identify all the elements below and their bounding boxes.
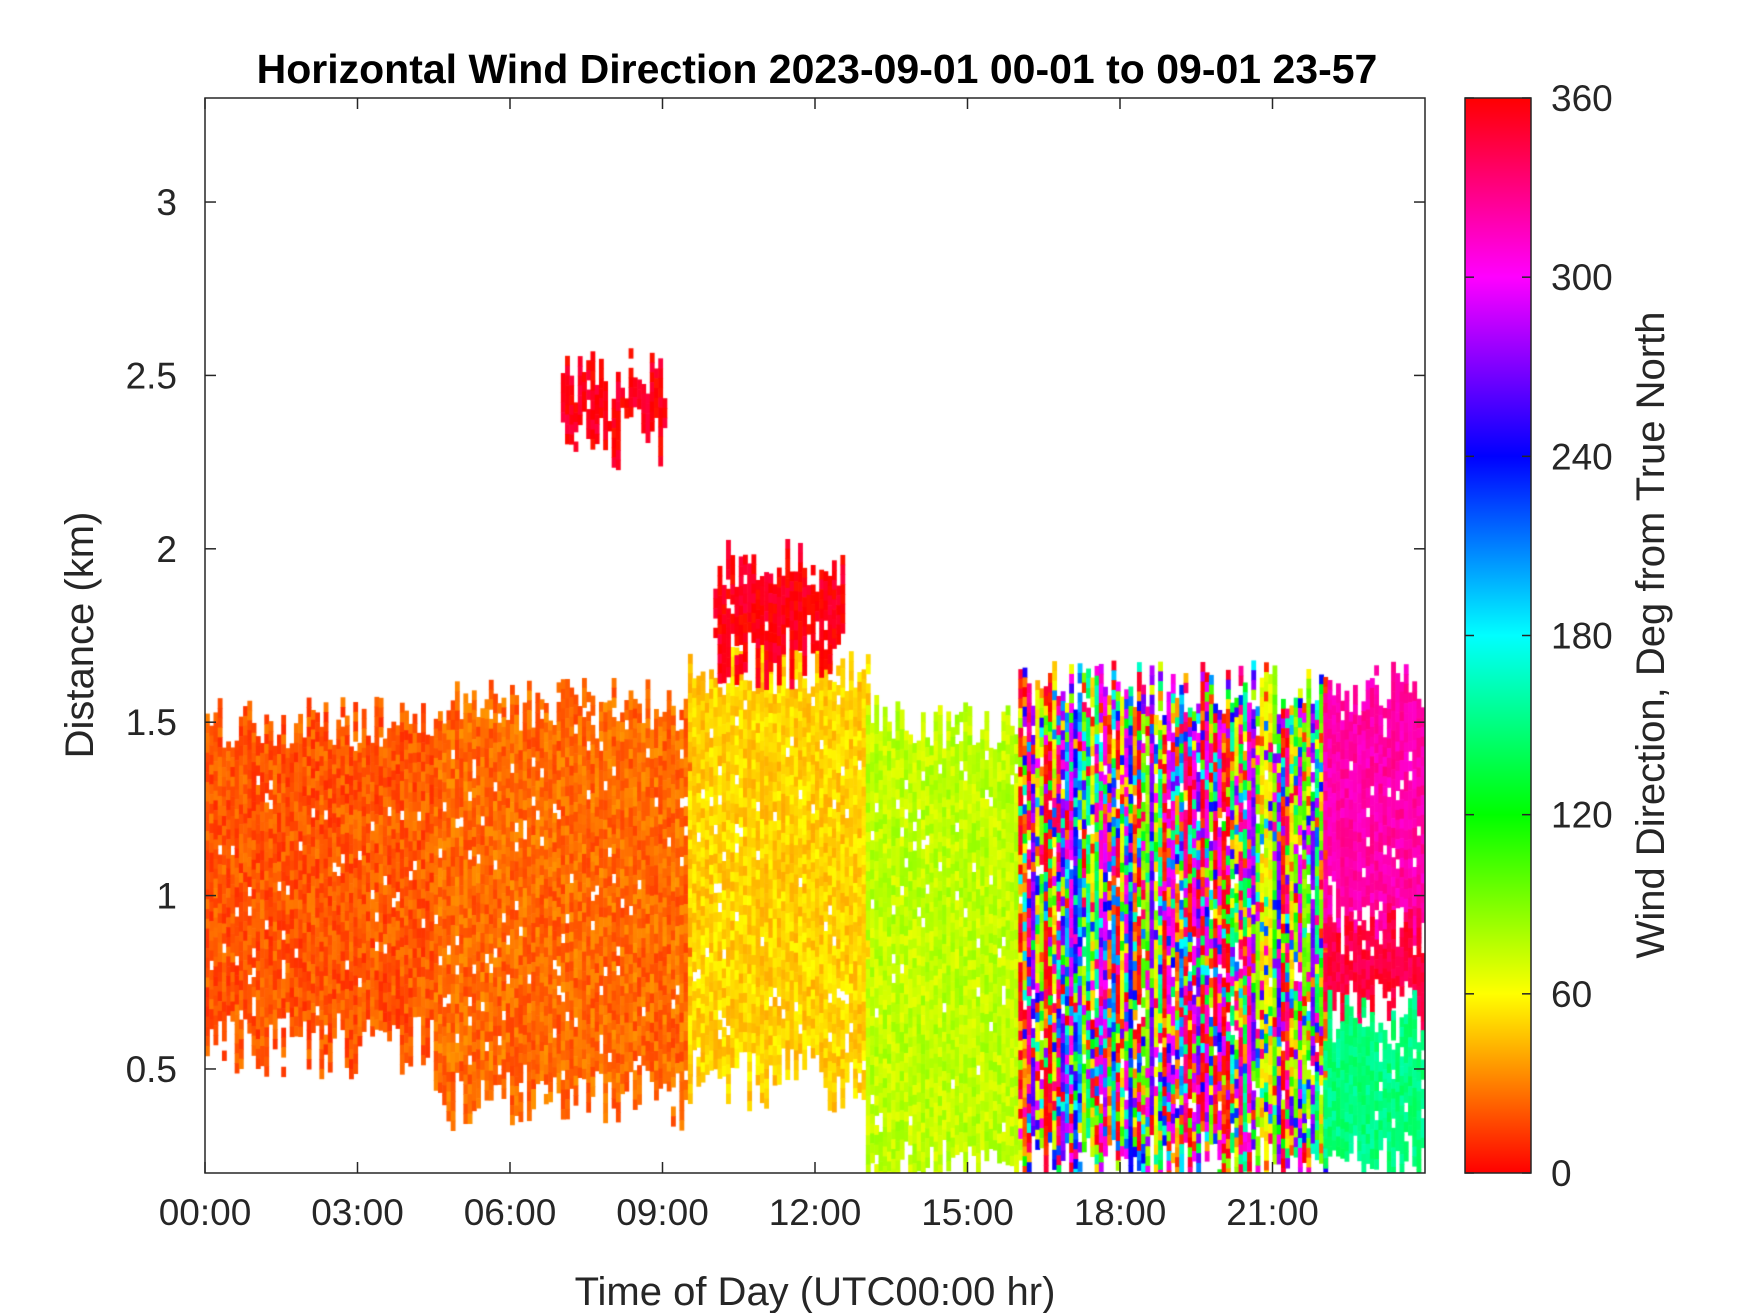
x-tick-label: 06:00: [464, 1192, 557, 1233]
colorbar-tick-label: 360: [1551, 78, 1613, 119]
y-axis: 0.5 1 1.5 2 2.5 3: [126, 182, 1425, 1090]
y-tick-label: 2: [156, 529, 177, 570]
colorbar-tick-label: 240: [1551, 436, 1613, 477]
heatmap-image: [205, 98, 1425, 1173]
y-tick-label: 3: [156, 182, 177, 223]
plot-box: [204, 97, 1426, 1174]
plot-frame: [204, 97, 1426, 1174]
y-tick-label: 2.5: [126, 355, 177, 396]
x-tick-label: 00:00: [159, 1192, 252, 1233]
x-tick-label: 18:00: [1074, 1192, 1167, 1233]
colorbar-tick-label: 180: [1551, 616, 1613, 657]
x-tick-label: 15:00: [921, 1192, 1014, 1233]
y-tick-label: 0.5: [126, 1049, 177, 1090]
x-axis-label: Time of Day (UTC00:00 hr): [575, 1270, 1056, 1313]
colorbar-axis: 0 60 120 180 240 300 360: [1465, 78, 1613, 1194]
y-tick-label: 1.5: [126, 702, 177, 743]
x-tick-label: 03:00: [311, 1192, 404, 1233]
x-tick-label: 12:00: [769, 1192, 862, 1233]
chart-title: Horizontal Wind Direction 2023-09-01 00-…: [257, 46, 1378, 92]
colorbar-tick-label: 300: [1551, 257, 1613, 298]
colorbar: [1464, 97, 1532, 1174]
y-axis-label: Distance (km): [58, 512, 102, 759]
colorbar-label: Wind Direction, Deg from True North: [1629, 312, 1673, 959]
colorbar-tick-label: 120: [1551, 795, 1613, 836]
x-tick-label: 09:00: [616, 1192, 709, 1233]
colorbar-tick-label: 0: [1551, 1153, 1572, 1194]
y-tick-label: 1: [156, 876, 177, 917]
x-axis: 00:00 03:00 06:00 09:00 12:00 15:00 18:00 21:00: [159, 98, 1319, 1233]
colorbar-tick-label: 60: [1551, 974, 1592, 1015]
x-tick-label: 21:00: [1226, 1192, 1319, 1233]
